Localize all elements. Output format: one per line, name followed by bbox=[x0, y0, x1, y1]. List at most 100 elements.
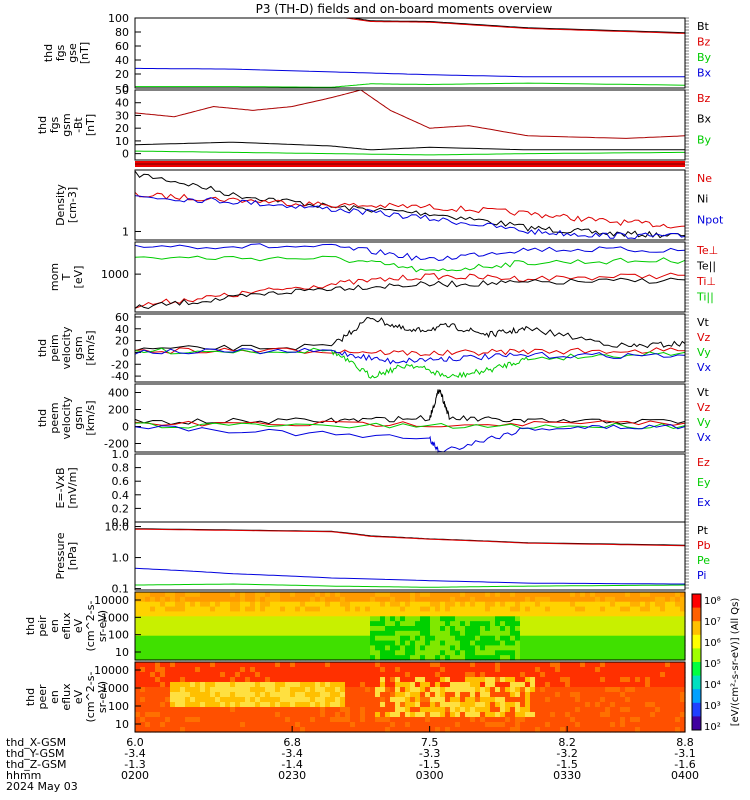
spectrogram-cell bbox=[625, 712, 631, 718]
y-axis-label: [nT] bbox=[84, 114, 97, 136]
spectrogram-cell bbox=[490, 601, 496, 608]
spectrogram-cell bbox=[355, 606, 361, 613]
spectrogram-cell bbox=[545, 650, 551, 656]
spectrogram-cell bbox=[280, 707, 286, 713]
spectrogram-cell bbox=[140, 655, 146, 661]
spectrogram-cell bbox=[505, 717, 511, 723]
spectrogram-cell bbox=[470, 722, 476, 728]
spectrogram-cell bbox=[410, 626, 416, 632]
spectrogram-cell bbox=[425, 616, 431, 622]
spectrogram-cell bbox=[210, 635, 216, 642]
spectrogram-cell bbox=[155, 611, 161, 617]
x-tick-label: -1.3 bbox=[124, 758, 145, 771]
panel-frame bbox=[134, 17, 686, 89]
spectrogram-cell bbox=[680, 630, 686, 637]
spectrogram-cell bbox=[600, 697, 606, 703]
spectrogram-cell bbox=[630, 702, 636, 708]
spectrogram-cell bbox=[355, 667, 361, 673]
spectrogram-cell bbox=[635, 702, 641, 708]
spectrogram-cell bbox=[490, 616, 496, 622]
spectrogram-cell bbox=[610, 630, 616, 637]
x-tick-label: 0300 bbox=[416, 769, 444, 782]
spectrogram-cell bbox=[465, 616, 471, 622]
spectrogram-cell bbox=[335, 596, 341, 603]
spectrogram-cell bbox=[580, 640, 586, 647]
spectrogram-cell bbox=[270, 626, 276, 632]
spectrogram-cell bbox=[270, 672, 276, 678]
spectrogram-cell bbox=[285, 712, 291, 718]
spectrogram-cell bbox=[590, 722, 596, 728]
spectrogram-cell bbox=[475, 702, 481, 708]
spectrogram-cell bbox=[195, 645, 201, 651]
spectrogram-cell bbox=[645, 687, 651, 693]
spectrogram-cell bbox=[155, 712, 161, 718]
spectrogram-cell bbox=[610, 682, 616, 688]
spectrogram-cell bbox=[360, 630, 366, 637]
spectrogram-cell bbox=[400, 672, 406, 678]
spectrogram-cell bbox=[575, 677, 581, 683]
spectrogram-cell bbox=[230, 645, 236, 651]
spectrogram-cell bbox=[680, 635, 686, 642]
spectrogram-cell bbox=[615, 635, 621, 642]
legend-Vz: Vz bbox=[697, 331, 711, 344]
spectrogram-cell bbox=[450, 630, 456, 637]
spectrogram-cell bbox=[520, 677, 526, 683]
spectrogram-cell bbox=[270, 687, 276, 693]
spectrogram-cell bbox=[365, 621, 371, 627]
spectrogram-cell bbox=[540, 596, 546, 603]
spectrogram-cell bbox=[260, 655, 266, 661]
spectrogram-cell bbox=[630, 616, 636, 622]
spectrogram-cell bbox=[475, 650, 481, 656]
spectrogram-cell bbox=[135, 655, 141, 661]
spectrogram-cell bbox=[345, 606, 351, 613]
spectrogram-cell bbox=[350, 592, 356, 598]
spectrogram-cell bbox=[330, 677, 336, 683]
spectrogram-cell bbox=[525, 645, 531, 651]
spectrogram-cell bbox=[205, 702, 211, 708]
spectrogram-cell bbox=[385, 707, 391, 713]
spectrogram-cell bbox=[235, 677, 241, 683]
spectrogram-cell bbox=[345, 630, 351, 637]
spectrogram-cell bbox=[335, 611, 341, 617]
spectrogram-cell bbox=[585, 596, 591, 603]
spectrogram-cell bbox=[505, 626, 511, 632]
spectrogram-cell bbox=[330, 702, 336, 708]
spectrogram-cell bbox=[315, 662, 321, 668]
spectrogram-cell bbox=[270, 702, 276, 708]
spectrogram-cell bbox=[520, 592, 526, 598]
spectrogram-cell bbox=[365, 616, 371, 622]
spectrogram-cell bbox=[245, 655, 251, 661]
spectrogram-cell bbox=[255, 635, 261, 642]
spectrogram-cell bbox=[635, 682, 641, 688]
spectrogram-cell bbox=[320, 682, 326, 688]
spectrogram-cell bbox=[420, 712, 426, 718]
spectrogram-cell bbox=[395, 707, 401, 713]
spectrogram-cell bbox=[630, 727, 636, 733]
spectrogram-cell bbox=[250, 635, 256, 642]
spectrogram-cell bbox=[150, 635, 156, 642]
spectrogram-cell bbox=[165, 722, 171, 728]
spectrogram-cell bbox=[540, 645, 546, 651]
spectrogram-cell bbox=[345, 727, 351, 733]
spectrogram-cell bbox=[370, 611, 376, 617]
spectrogram-cell bbox=[310, 662, 316, 668]
spectrogram-cell bbox=[650, 601, 656, 608]
spectrogram-cell bbox=[660, 601, 666, 608]
spectrogram-cell bbox=[655, 662, 661, 668]
spectrogram-cell bbox=[490, 687, 496, 693]
spectrogram-cell bbox=[510, 596, 516, 603]
spectrogram-cell bbox=[280, 672, 286, 678]
spectrogram-cell bbox=[570, 662, 576, 668]
spectrogram-cell bbox=[245, 707, 251, 713]
spectrogram-cell bbox=[205, 601, 211, 608]
spectrogram-cell bbox=[310, 611, 316, 617]
spectrogram-cell bbox=[485, 672, 491, 678]
spectrogram-cell bbox=[285, 727, 291, 733]
spectrogram-cell bbox=[670, 592, 676, 598]
x-tick-label: 8.2 bbox=[558, 736, 576, 749]
spectrogram-cell bbox=[450, 712, 456, 718]
spectrogram-cell bbox=[240, 655, 246, 661]
spectrogram-cell bbox=[365, 640, 371, 647]
spectrogram-cell bbox=[160, 707, 166, 713]
spectrogram-cell bbox=[200, 626, 206, 632]
